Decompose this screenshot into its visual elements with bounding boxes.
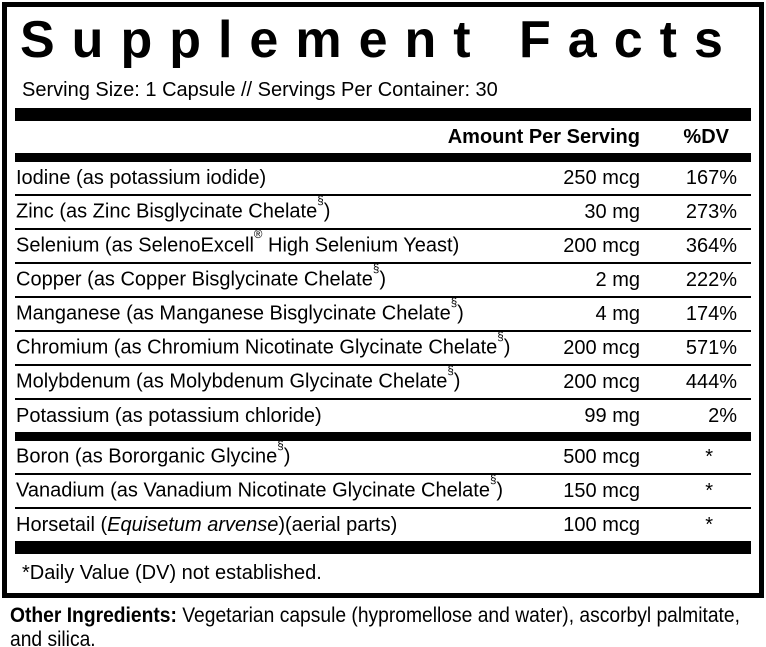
ingredient-daily-value: 444%	[685, 370, 737, 393]
ingredient-name: Vanadium (as Vanadium Nicotinate Glycina…	[16, 473, 504, 502]
ingredient-amount: 500 mcg	[563, 445, 640, 468]
ingredient-name: Molybdenum (as Molybdenum Glycinate Chel…	[16, 364, 461, 393]
serving-info: Serving Size: 1 Capsule // Servings Per …	[22, 79, 498, 101]
table-row: Chromium (as Chromium Nicotinate Glycina…	[15, 330, 751, 364]
other-ingredients-label: Other Ingredients:	[10, 604, 177, 627]
table-row: Iodine (as potassium iodide) 250 mcg 167%	[15, 162, 751, 194]
ingredient-daily-value: *	[705, 479, 713, 502]
thick-divider-header	[15, 153, 751, 162]
thick-divider-mid	[15, 432, 751, 441]
ingredient-amount: 200 mcg	[563, 336, 640, 359]
ingredient-amount: 99 mg	[584, 404, 640, 427]
ingredient-name: Manganese (as Manganese Bisglycinate Che…	[16, 296, 464, 325]
ingredient-daily-value: 364%	[685, 234, 737, 257]
ingredient-daily-value: 273%	[685, 200, 737, 223]
ingredient-name: Chromium (as Chromium Nicotinate Glycina…	[16, 330, 511, 359]
ingredient-name: Horsetail (Equisetum arvense)(aerial par…	[16, 513, 398, 536]
ingredient-name: Potassium (as potassium chloride)	[16, 404, 322, 427]
ingredient-daily-value: *	[705, 513, 713, 536]
ingredient-name: Zinc (as Zinc Bisglycinate Chelate§)	[16, 194, 331, 223]
ingredient-amount: 250 mcg	[563, 166, 640, 189]
ingredient-name: Iodine (as potassium iodide)	[16, 166, 267, 189]
column-header-row: Amount Per Serving %DV	[15, 125, 751, 153]
table-row: Manganese (as Manganese Bisglycinate Che…	[15, 296, 751, 330]
other-ingredients-text: Vegetarian capsule (hypromellose and wat…	[10, 604, 740, 647]
minerals-group: Iodine (as potassium iodide) 250 mcg 167% Z…	[15, 162, 751, 432]
amount-column-header: Amount Per Serving	[447, 126, 640, 148]
table-row: Boron (as Bororganic Glycine§) 500 mcg *	[15, 439, 751, 473]
ingredient-daily-value: 174%	[685, 302, 737, 325]
table-row: Copper (as Copper Bisglycinate Chelate§)…	[15, 262, 751, 296]
ingredient-daily-value: 2%	[708, 404, 737, 427]
table-row: Selenium (as SelenoExcell® High Selenium…	[15, 228, 751, 262]
ingredient-amount: 150 mcg	[563, 479, 640, 502]
thick-divider-top	[15, 108, 751, 121]
ingredient-amount: 2 mg	[595, 268, 640, 291]
table-row: Potassium (as potassium chloride) 99 mg 2%	[15, 398, 751, 432]
ingredient-daily-value: 222%	[685, 268, 737, 291]
ingredient-amount: 4 mg	[595, 302, 640, 325]
table-row: Zinc (as Zinc Bisglycinate Chelate§) 30 m…	[15, 194, 751, 228]
table-row: Horsetail (Equisetum arvense)(aerial par…	[15, 507, 751, 541]
dv-column-header: %DV	[683, 126, 729, 148]
dv-footnote: *Daily Value (DV) not established.	[22, 562, 322, 584]
ingredient-name: Boron (as Bororganic Glycine§)	[16, 439, 291, 468]
other-ingredients: Other Ingredients: Vegetarian capsule (h…	[10, 604, 762, 647]
ingredient-name: Selenium (as SelenoExcell® High Selenium…	[16, 228, 460, 257]
ingredient-amount: 30 mg	[584, 200, 640, 223]
table-row: Vanadium (as Vanadium Nicotinate Glycina…	[15, 473, 751, 507]
ingredient-amount: 100 mcg	[563, 513, 640, 536]
panel-title: Supplement Facts	[20, 11, 740, 69]
botanicals-group: Boron (as Bororganic Glycine§) 500 mcg * Va…	[15, 439, 751, 541]
table-row: Molybdenum (as Molybdenum Glycinate Chel…	[15, 364, 751, 398]
ingredient-amount: 200 mcg	[563, 234, 640, 257]
thick-divider-bottom	[15, 541, 751, 554]
ingredient-daily-value: 571%	[685, 336, 737, 359]
ingredient-daily-value: 167%	[685, 166, 737, 189]
supplement-facts-panel: Supplement Facts Serving Size: 1 Capsule…	[2, 2, 764, 598]
ingredient-daily-value: *	[705, 445, 713, 468]
ingredient-amount: 200 mcg	[563, 370, 640, 393]
ingredient-name: Copper (as Copper Bisglycinate Chelate§)	[16, 262, 386, 291]
